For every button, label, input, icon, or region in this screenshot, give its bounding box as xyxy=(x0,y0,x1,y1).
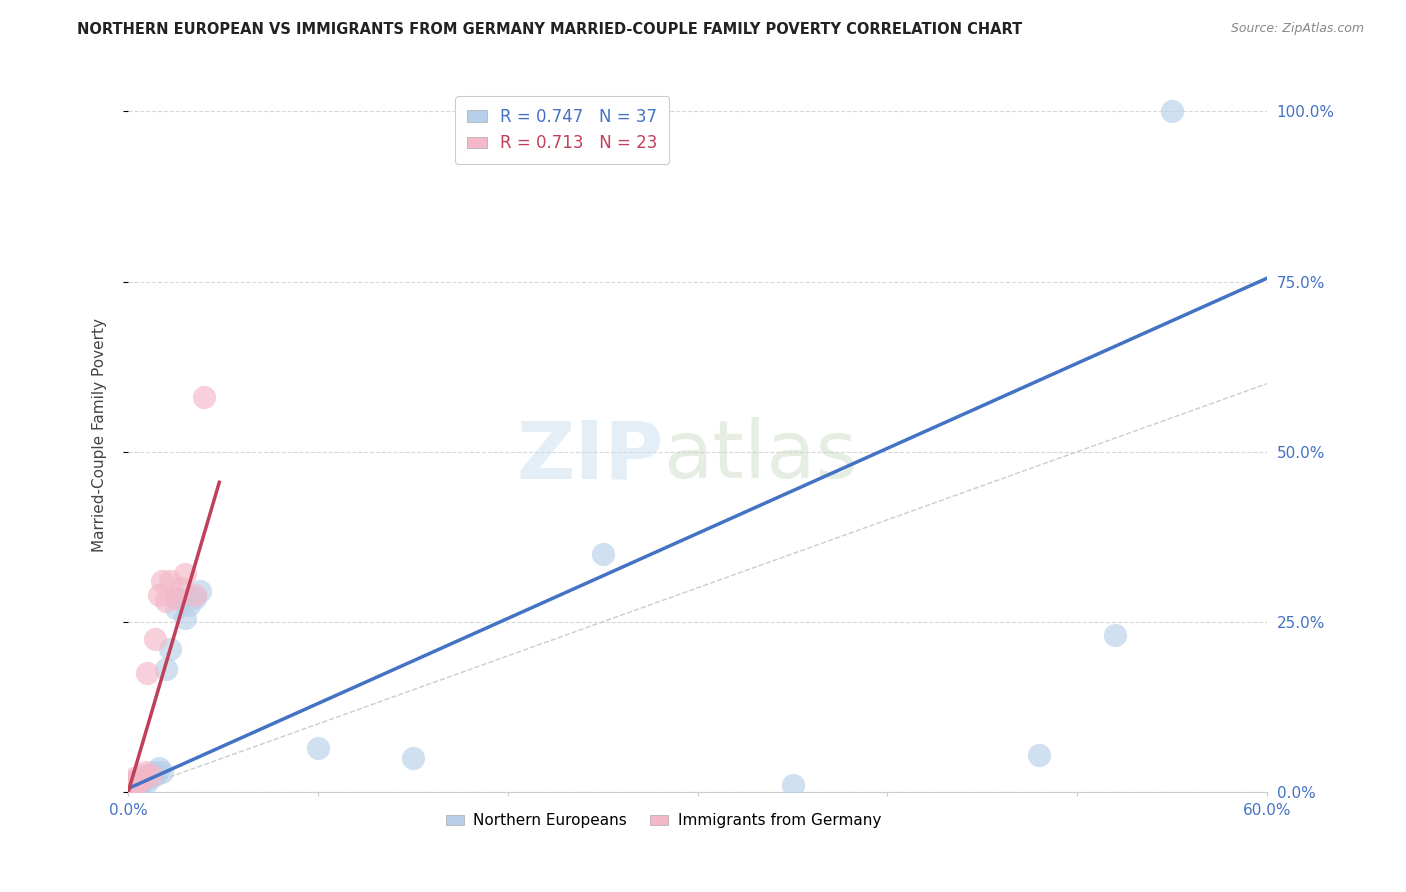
Point xyxy=(122,772,145,786)
Point xyxy=(128,772,150,786)
Point xyxy=(125,772,148,787)
Point xyxy=(120,780,142,794)
Point xyxy=(782,778,804,792)
Text: ZIP: ZIP xyxy=(516,417,664,495)
Point xyxy=(127,774,149,789)
Point xyxy=(145,765,167,780)
Point xyxy=(136,774,159,789)
Point xyxy=(165,601,187,615)
Point xyxy=(188,584,211,599)
Point xyxy=(122,777,145,791)
Point xyxy=(1104,628,1126,642)
Point xyxy=(125,774,148,789)
Point xyxy=(121,778,143,792)
Point xyxy=(125,778,148,792)
Point xyxy=(307,740,329,755)
Text: NORTHERN EUROPEAN VS IMMIGRANTS FROM GERMANY MARRIED-COUPLE FAMILY POVERTY CORRE: NORTHERN EUROPEAN VS IMMIGRANTS FROM GER… xyxy=(77,22,1022,37)
Point xyxy=(127,777,149,791)
Point xyxy=(159,574,181,588)
Point xyxy=(155,663,177,677)
Text: atlas: atlas xyxy=(664,417,858,495)
Point xyxy=(139,768,162,782)
Point xyxy=(121,774,143,789)
Point xyxy=(148,761,170,775)
Point xyxy=(402,751,425,765)
Point xyxy=(165,591,187,605)
Point xyxy=(121,778,143,792)
Point xyxy=(177,598,200,612)
Point xyxy=(193,390,215,404)
Point xyxy=(128,778,150,792)
Point xyxy=(142,764,165,779)
Point xyxy=(143,632,166,646)
Point xyxy=(120,781,142,796)
Point xyxy=(150,574,173,588)
Point xyxy=(150,764,173,779)
Point xyxy=(131,777,153,791)
Point xyxy=(1161,104,1184,119)
Point xyxy=(170,581,193,595)
Point xyxy=(139,768,162,782)
Point xyxy=(128,774,150,789)
Point xyxy=(148,588,170,602)
Point xyxy=(183,588,205,602)
Point xyxy=(121,774,143,789)
Point xyxy=(134,772,156,786)
Point xyxy=(1028,747,1050,762)
Point xyxy=(127,780,149,794)
Y-axis label: Married-Couple Family Poverty: Married-Couple Family Poverty xyxy=(93,318,107,551)
Point xyxy=(122,780,145,794)
Point xyxy=(159,642,181,657)
Point xyxy=(122,777,145,791)
Point xyxy=(183,591,205,605)
Point xyxy=(174,611,197,625)
Point xyxy=(134,764,156,779)
Point xyxy=(155,594,177,608)
Point xyxy=(138,772,160,786)
Point xyxy=(131,772,153,787)
Text: Source: ZipAtlas.com: Source: ZipAtlas.com xyxy=(1230,22,1364,36)
Point xyxy=(143,768,166,782)
Point xyxy=(592,547,614,561)
Point xyxy=(136,665,159,680)
Point xyxy=(174,567,197,582)
Legend: Northern Europeans, Immigrants from Germany: Northern Europeans, Immigrants from Germ… xyxy=(440,807,887,834)
Point xyxy=(170,591,193,605)
Point xyxy=(132,772,155,787)
Point xyxy=(132,768,155,782)
